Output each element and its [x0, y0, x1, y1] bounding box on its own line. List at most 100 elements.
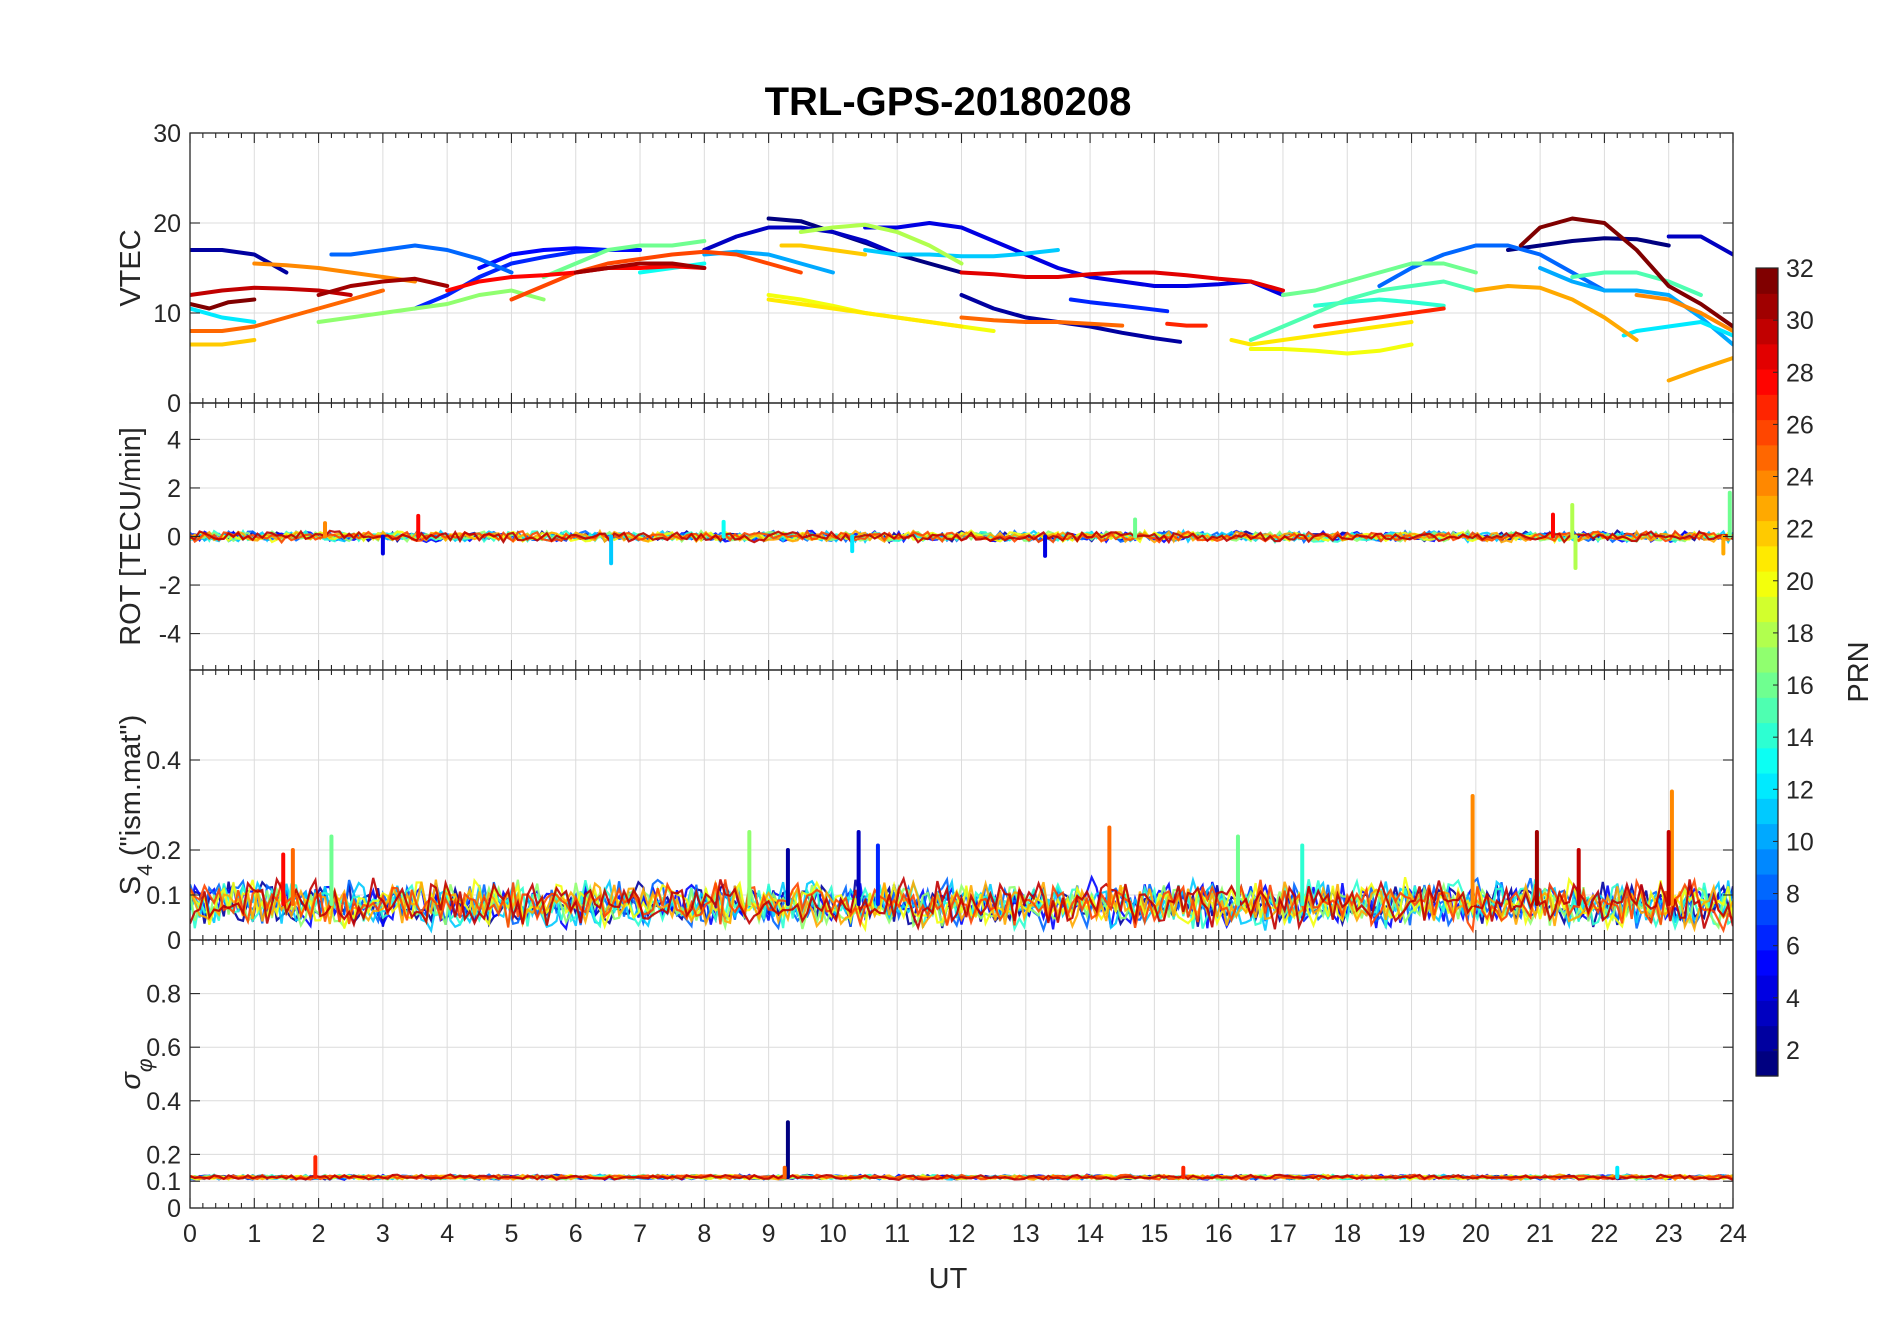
colorbar-tick-label: 24 [1786, 464, 1814, 492]
x-tick-label: 10 [819, 1220, 847, 1248]
noise-trace [190, 528, 1733, 544]
y-tick-label: 0.8 [146, 981, 181, 1009]
colorbar-tick-label: 4 [1786, 985, 1800, 1013]
colorbar-bin [1756, 823, 1778, 850]
vtec-series-line [190, 285, 353, 297]
vtec-series-line [190, 306, 257, 324]
panel-ticks [189, 940, 1734, 1209]
x-tick-label: 2 [312, 1220, 326, 1248]
x-tick-label: 3 [376, 1220, 390, 1248]
y-tick-label: 0.4 [146, 1088, 181, 1116]
x-axis-label: UT [929, 1263, 968, 1295]
y-tick-label: 0 [167, 524, 181, 552]
vtec-series-line [1377, 243, 1607, 293]
colorbar-bin [1756, 444, 1778, 471]
x-tick-label: 16 [1205, 1220, 1233, 1248]
vtec-series-line [1666, 234, 1733, 257]
panel-sigma: 00.10.2 0.4 0.6 0.8 σφ [115, 939, 1734, 1223]
x-tick-label: 24 [1719, 1220, 1747, 1248]
y-tick-label: 0.2 [146, 837, 181, 865]
vtec-series-line [1165, 321, 1208, 328]
colorbar-bin [1756, 773, 1778, 799]
vtec-series-line [509, 249, 803, 302]
vtec-series-line [252, 261, 417, 284]
colorbar-tick-label: 20 [1786, 568, 1814, 596]
colorbar-bin [1756, 899, 1778, 926]
vtec-series-line [541, 239, 707, 279]
vtec-series-line [1506, 236, 1671, 252]
colorbar-bin [1756, 848, 1778, 875]
colorbar-bin [1756, 571, 1778, 597]
vtec-series-line [1621, 320, 1733, 338]
colorbar-tick-label: 10 [1786, 828, 1814, 856]
colorbar-bin [1756, 520, 1778, 547]
colorbar-bin [1756, 1050, 1778, 1077]
vtec-series-line [766, 297, 964, 329]
vtec-series-line [316, 288, 546, 324]
x-tick-label: 23 [1655, 1220, 1683, 1248]
vtec-series-line [1538, 266, 1733, 347]
vtec-series-line [1570, 270, 1703, 297]
x-tick-label: 7 [633, 1220, 647, 1248]
colorbar-label: PRN [1843, 641, 1875, 702]
y-tick-label: 4 [167, 426, 181, 454]
y-axis-label-sub: 4 [134, 864, 157, 876]
y-tick-label: 10 [153, 300, 181, 328]
x-tick-label: 9 [762, 1220, 776, 1248]
noise-trace [190, 1173, 1733, 1181]
colorbar-bin [1756, 318, 1778, 345]
panel-plot-area [190, 789, 1733, 934]
colorbar-bin [1756, 545, 1778, 572]
colorbar-bin [1756, 1025, 1778, 1052]
colorbar-bin [1756, 646, 1778, 673]
x-tick-label: 19 [1398, 1220, 1426, 1248]
x-tick-label: 5 [505, 1220, 519, 1248]
colorbar-bin [1756, 495, 1778, 522]
x-tick-labels: 0 1 2 3 4 5 6 7 8 9 10 11 12 13 14 15 16 17 18 19 20 21 22 23 24 [183, 1220, 1747, 1248]
x-tick-label: 11 [884, 1220, 910, 1248]
y-axis-label-main: S [115, 876, 147, 895]
colorbar-bin [1756, 596, 1778, 623]
colorbar-bin [1756, 369, 1778, 395]
colorbar-tick-label: 12 [1786, 776, 1814, 804]
panel-s4: 00.10.20.4S4 ("ism.mat") [115, 669, 1734, 955]
panel-ticks [189, 132, 1734, 404]
colorbar-bin [1756, 621, 1778, 648]
colorbar-tick-label: 22 [1786, 516, 1814, 544]
x-tick-label: 6 [569, 1220, 583, 1248]
x-tick-label: 14 [1076, 1220, 1104, 1248]
vtec-series-line [316, 276, 450, 297]
y-axis-label: VTEC [115, 229, 147, 306]
vtec-series-line [1248, 342, 1414, 356]
x-tick-label: 8 [697, 1220, 711, 1248]
x-tick-label: 0 [183, 1220, 197, 1248]
colorbar-bin [1756, 419, 1778, 446]
colorbar-tick-label: 18 [1786, 620, 1814, 648]
colorbar-bin [1756, 268, 1778, 294]
vtec-series-line [1518, 216, 1733, 329]
noise-trace [190, 529, 1733, 545]
vtec-series-line [702, 225, 900, 257]
colorbar-bin [1756, 924, 1778, 951]
colorbar-frame [1755, 267, 1779, 1077]
y-axis-label: ROT [TECU/min] [115, 427, 147, 646]
x-tick-label: 13 [1012, 1220, 1040, 1248]
y-tick-label: -2 [159, 572, 181, 600]
y-tick-label: 0.6 [146, 1034, 181, 1062]
x-tick-label: 15 [1140, 1220, 1168, 1248]
colorbar-bin [1756, 672, 1778, 698]
colorbar-tick-label: 8 [1786, 881, 1800, 909]
y-tick-label: -4 [159, 621, 181, 649]
y-tick-label: 0.1 [146, 1168, 181, 1196]
vtec-series-line [1634, 293, 1733, 333]
colorbar-bin [1756, 697, 1778, 724]
vtec-series-line [798, 222, 964, 266]
colorbar-tick-label: 30 [1786, 307, 1814, 335]
panel-plot-area [190, 216, 1733, 383]
x-tick-label: 1 [247, 1220, 261, 1248]
colorbar-bin [1756, 470, 1778, 496]
colorbar-tick-label: 6 [1786, 933, 1800, 961]
vtec-series-line [413, 248, 610, 311]
